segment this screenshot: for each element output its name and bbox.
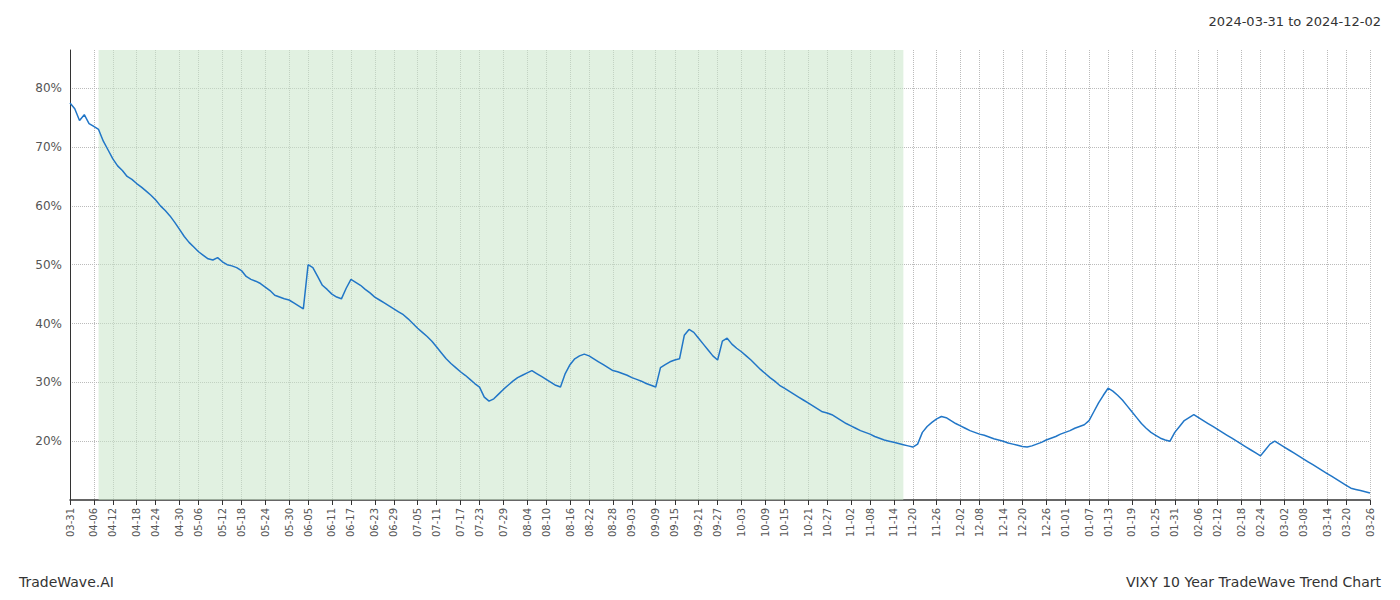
svg-text:10-15: 10-15	[779, 508, 790, 537]
svg-text:06-23: 06-23	[369, 508, 380, 537]
svg-text:12-02: 12-02	[955, 508, 966, 537]
svg-text:05-18: 05-18	[236, 508, 247, 537]
svg-text:09-09: 09-09	[650, 508, 661, 537]
svg-text:05-12: 05-12	[217, 508, 228, 537]
svg-text:02-12: 02-12	[1212, 508, 1223, 537]
svg-text:06-11: 06-11	[326, 508, 337, 537]
svg-text:60%: 60%	[35, 199, 62, 213]
svg-text:12-20: 12-20	[1017, 508, 1028, 537]
svg-text:04-30: 04-30	[174, 508, 185, 537]
svg-text:02-24: 02-24	[1255, 508, 1266, 537]
svg-text:03-26: 03-26	[1365, 508, 1376, 537]
svg-text:03-31: 03-31	[65, 508, 76, 537]
svg-text:01-01: 01-01	[1060, 508, 1071, 537]
svg-text:70%: 70%	[35, 140, 62, 154]
svg-text:02-18: 02-18	[1236, 508, 1247, 537]
svg-text:07-23: 07-23	[474, 508, 485, 537]
svg-text:05-30: 05-30	[284, 508, 295, 537]
svg-text:10-03: 10-03	[736, 508, 747, 537]
svg-text:04-24: 04-24	[150, 508, 161, 537]
svg-text:07-11: 07-11	[431, 508, 442, 537]
svg-text:07-17: 07-17	[455, 508, 466, 537]
svg-text:10-09: 10-09	[760, 508, 771, 537]
svg-text:06-05: 06-05	[303, 508, 314, 537]
svg-text:11-20: 11-20	[907, 508, 918, 537]
svg-text:10-21: 10-21	[803, 508, 814, 537]
svg-text:04-12: 04-12	[107, 508, 118, 537]
svg-text:01-07: 01-07	[1084, 508, 1095, 537]
svg-text:08-16: 08-16	[565, 508, 576, 537]
svg-text:20%: 20%	[35, 434, 62, 448]
svg-text:08-22: 08-22	[584, 508, 595, 537]
svg-text:10-27: 10-27	[822, 508, 833, 537]
svg-text:2024-03-31 to 2024-12-02: 2024-03-31 to 2024-12-02	[1209, 14, 1381, 29]
svg-text:04-18: 04-18	[131, 508, 142, 537]
svg-text:TradeWave.AI: TradeWave.AI	[18, 574, 114, 590]
svg-text:80%: 80%	[35, 81, 62, 95]
svg-text:03-02: 03-02	[1279, 508, 1290, 537]
svg-text:08-28: 08-28	[607, 508, 618, 537]
svg-text:09-15: 09-15	[669, 508, 680, 537]
svg-text:30%: 30%	[35, 375, 62, 389]
svg-text:VIXY 10 Year TradeWave Trend C: VIXY 10 Year TradeWave Trend Chart	[1126, 574, 1382, 590]
svg-text:05-24: 05-24	[260, 508, 271, 537]
svg-text:02-06: 02-06	[1193, 508, 1204, 537]
svg-text:11-26: 11-26	[931, 508, 942, 537]
svg-text:07-29: 07-29	[498, 508, 509, 537]
svg-text:03-20: 03-20	[1341, 508, 1352, 537]
svg-text:09-03: 09-03	[626, 508, 637, 537]
svg-text:09-21: 09-21	[693, 508, 704, 537]
svg-text:09-27: 09-27	[712, 508, 723, 537]
svg-text:06-29: 06-29	[388, 508, 399, 537]
svg-text:03-14: 03-14	[1322, 508, 1333, 537]
svg-text:05-06: 05-06	[193, 508, 204, 537]
svg-text:08-04: 08-04	[522, 508, 533, 537]
svg-text:12-14: 12-14	[998, 508, 1009, 537]
svg-text:50%: 50%	[35, 258, 62, 272]
svg-text:40%: 40%	[35, 317, 62, 331]
svg-text:11-14: 11-14	[888, 508, 899, 537]
svg-text:04-06: 04-06	[88, 508, 99, 537]
svg-text:01-31: 01-31	[1169, 508, 1180, 537]
svg-text:07-05: 07-05	[412, 508, 423, 537]
svg-text:01-19: 01-19	[1126, 508, 1137, 537]
svg-text:03-08: 03-08	[1298, 508, 1309, 537]
svg-text:11-08: 11-08	[865, 508, 876, 537]
svg-text:08-10: 08-10	[541, 508, 552, 537]
svg-text:01-25: 01-25	[1150, 508, 1161, 537]
svg-text:11-02: 11-02	[845, 508, 856, 537]
svg-text:06-17: 06-17	[345, 508, 356, 537]
svg-text:12-26: 12-26	[1041, 508, 1052, 537]
svg-text:12-08: 12-08	[974, 508, 985, 537]
svg-text:01-13: 01-13	[1103, 508, 1114, 537]
